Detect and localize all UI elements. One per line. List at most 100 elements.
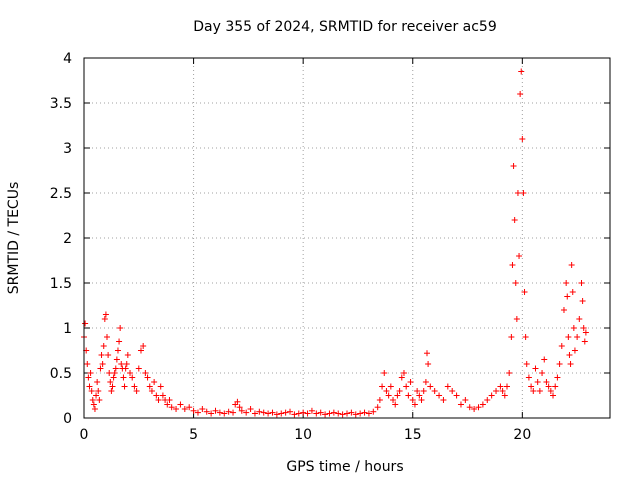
data-point [420, 388, 427, 394]
data-point [409, 397, 416, 403]
chart-title: Day 355 of 2024, SRMTID for receiver ac5… [193, 19, 497, 35]
data-point [370, 408, 377, 415]
data-point [579, 298, 586, 304]
data-point [475, 404, 482, 411]
y-tick-label: 3.5 [50, 96, 72, 112]
data-point [88, 388, 95, 394]
data-point [365, 410, 372, 417]
data-point [517, 91, 524, 97]
data-point [216, 409, 223, 416]
x-tick-label: 10 [294, 427, 312, 443]
data-point [499, 388, 506, 394]
data-point [466, 404, 473, 411]
data-point [523, 361, 530, 367]
data-point [116, 338, 123, 345]
data-point [98, 352, 105, 358]
data-point [212, 407, 219, 414]
data-point [479, 401, 486, 408]
data-point [398, 374, 405, 381]
data-point [124, 352, 131, 358]
data-point [144, 374, 151, 381]
data-point [168, 404, 175, 411]
data-point [543, 379, 550, 385]
data-point [221, 410, 228, 417]
data-point [564, 293, 571, 300]
data-point [390, 397, 397, 403]
y-tick-label: 1.5 [50, 276, 72, 292]
data-point [238, 407, 245, 414]
data-point [556, 361, 563, 367]
data-point [493, 388, 500, 394]
data-point [181, 406, 188, 412]
data-point [94, 379, 101, 385]
data-point [348, 409, 355, 416]
x-tick-label: 20 [513, 427, 531, 443]
data-point [536, 388, 543, 394]
data-point [569, 289, 576, 295]
data-point [541, 356, 548, 363]
data-point [127, 370, 134, 376]
x-tick-label: 0 [80, 427, 89, 443]
data-point [576, 316, 583, 322]
data-point [471, 406, 478, 412]
data-point [570, 325, 577, 331]
data-point [516, 253, 523, 259]
data-point [295, 410, 302, 417]
data-point [247, 406, 254, 412]
data-point [199, 406, 206, 412]
data-point [511, 217, 518, 223]
plot-frame [83, 57, 611, 419]
data-point [503, 383, 510, 390]
data-point [278, 410, 285, 417]
data-point [234, 398, 241, 405]
data-point [547, 388, 554, 394]
data-point [105, 352, 112, 358]
data-point [509, 262, 516, 268]
data-point [121, 383, 128, 390]
data-point [519, 136, 526, 142]
data-point [568, 262, 575, 268]
data-point [142, 370, 149, 376]
data-point [532, 365, 539, 372]
data-point [118, 361, 125, 367]
data-point [423, 350, 430, 357]
data-point [484, 397, 491, 403]
data-point [109, 383, 116, 390]
data-point [148, 388, 155, 394]
data-point [521, 289, 528, 295]
data-point [427, 383, 434, 390]
data-point [552, 383, 559, 390]
data-point [566, 352, 573, 358]
data-point [282, 409, 289, 416]
data-point [560, 307, 567, 313]
data-point [190, 407, 197, 414]
data-point [108, 388, 115, 394]
y-tick-label: 0 [63, 411, 72, 427]
data-point [243, 409, 250, 416]
data-point [89, 397, 96, 403]
data-point [300, 409, 307, 416]
data-point [208, 410, 215, 417]
data-point [100, 343, 107, 349]
data-point [330, 409, 337, 416]
data-point [376, 397, 383, 403]
data-point [361, 409, 368, 416]
data-point [457, 401, 464, 408]
data-point [405, 392, 412, 399]
data-point [436, 392, 443, 399]
data-point [571, 347, 578, 354]
data-point [113, 356, 120, 363]
data-point [291, 411, 298, 418]
data-point [414, 388, 421, 394]
data-point [565, 334, 572, 340]
data-point [106, 370, 113, 376]
data-point [112, 365, 119, 372]
data-point [396, 388, 403, 394]
data-point [173, 406, 180, 412]
grid-lines [84, 58, 610, 418]
data-point [260, 409, 267, 416]
data-point [166, 397, 173, 403]
data-point [381, 370, 388, 376]
data-point [392, 401, 399, 408]
